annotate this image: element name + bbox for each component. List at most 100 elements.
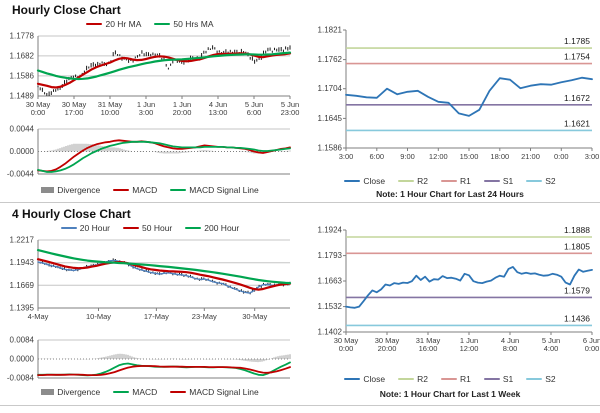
svg-text:5 Jun: 5 Jun	[281, 100, 299, 109]
legend-label: MACD Signal Line	[189, 387, 259, 397]
svg-text:23:00: 23:00	[281, 108, 300, 117]
svg-text:1.1436: 1.1436	[564, 313, 590, 323]
svg-text:0:00: 0:00	[585, 344, 600, 353]
legend-item-r2: R2	[398, 176, 428, 186]
macd-line-swatch	[113, 390, 130, 394]
legend-label: S2	[545, 374, 556, 384]
svg-text:15:00: 15:00	[460, 152, 479, 161]
svg-text:10:00: 10:00	[101, 108, 120, 117]
legend-label: R1	[459, 176, 471, 186]
svg-text:20:00: 20:00	[173, 108, 192, 117]
legend-item-s2: S2	[526, 374, 556, 384]
svg-text:4 Jun: 4 Jun	[209, 100, 227, 109]
svg-text:0:00: 0:00	[31, 108, 46, 117]
svg-text:-0.0084: -0.0084	[7, 374, 35, 383]
svg-text:4 Jun: 4 Jun	[501, 336, 519, 345]
svg-text:13:00: 13:00	[209, 108, 228, 117]
s1-line-swatch	[483, 377, 500, 381]
svg-text:5 Jun: 5 Jun	[245, 100, 263, 109]
svg-text:1.1672: 1.1672	[564, 93, 590, 103]
hourly-ma-legend: 20 Hr MA 50 Hrs MA	[0, 19, 300, 29]
legend-label: R2	[417, 374, 428, 384]
legend-item-close: Close	[344, 374, 385, 384]
svg-text:4:00: 4:00	[544, 344, 559, 353]
legend-item-divergence: Divergence	[41, 185, 100, 195]
svg-text:30 May: 30 May	[334, 336, 359, 345]
legend-label: 200 Hour	[204, 223, 240, 233]
macd-signal-line-swatch	[170, 390, 187, 394]
legend-label: Close	[363, 176, 386, 186]
legend-item-50hr-ma: 50 Hrs MA	[154, 19, 214, 29]
svg-text:1.1532: 1.1532	[318, 302, 343, 311]
hourly-macd-chart: 0.0044 0.0000 -0.0044	[7, 125, 291, 179]
ma50-line-swatch	[154, 22, 171, 26]
pivot-24h-note: Note: 1 Hour Chart for Last 24 Hours	[376, 189, 524, 199]
svg-text:9:00: 9:00	[400, 152, 415, 161]
ma50h-line-swatch	[123, 226, 140, 230]
svg-text:0.0000: 0.0000	[10, 147, 35, 156]
divergence-swatch	[41, 389, 55, 395]
ma20h-line-swatch	[60, 226, 77, 230]
svg-text:20:00: 20:00	[378, 344, 397, 353]
hourly-macd-legend: Divergence MACD MACD Signal Line	[0, 185, 300, 195]
svg-text:1.1754: 1.1754	[564, 52, 590, 62]
s1-line-swatch	[483, 179, 500, 183]
legend-label: Divergence	[57, 387, 101, 397]
legend-item-macd: MACD	[113, 185, 157, 195]
legend-item-r1: R1	[440, 176, 471, 186]
legend-label: 20 Hr MA	[105, 19, 142, 29]
svg-text:1.1395: 1.1395	[10, 304, 35, 313]
svg-text:30 May: 30 May	[62, 100, 87, 109]
legend-label: S2	[545, 176, 556, 186]
svg-text:12:00: 12:00	[460, 344, 479, 353]
legend-label: MACD	[132, 387, 158, 397]
svg-text:5 Jun: 5 Jun	[542, 336, 560, 345]
legend-label: 20 Hour	[79, 223, 111, 233]
svg-text:1.1821: 1.1821	[318, 26, 343, 35]
legend-item-50hour: 50 Hour	[123, 223, 172, 233]
svg-text:1 Jun: 1 Jun	[173, 100, 191, 109]
s2-line-swatch	[526, 179, 543, 183]
svg-text:1.1621: 1.1621	[564, 118, 590, 128]
svg-text:1.1805: 1.1805	[564, 241, 590, 251]
legend-label: Close	[363, 374, 386, 384]
r2-line-swatch	[398, 179, 415, 183]
svg-text:3:00: 3:00	[585, 152, 600, 161]
four-hourly-macd-legend: Divergence MACD MACD Signal Line	[0, 387, 300, 397]
svg-text:1.1663: 1.1663	[318, 277, 343, 286]
r1-line-swatch	[440, 179, 457, 183]
bottom-divider	[0, 405, 600, 406]
legend-item-divergence: Divergence	[41, 387, 100, 397]
legend-label: Divergence	[57, 185, 101, 195]
svg-text:12:00: 12:00	[429, 152, 448, 161]
legend-item-s2: S2	[526, 176, 556, 186]
r1-line-swatch	[440, 377, 457, 381]
macd-line-swatch	[113, 188, 130, 192]
legend-label: S1	[502, 374, 514, 384]
legend-item-20hr-ma: 20 Hr MA	[86, 19, 141, 29]
svg-text:6:00: 6:00	[247, 108, 262, 117]
svg-text:1.1586: 1.1586	[318, 144, 343, 153]
svg-text:17:00: 17:00	[65, 108, 84, 117]
legend-item-200hour: 200 Hour	[185, 223, 239, 233]
legend-item-macd-signal: MACD Signal Line	[170, 185, 259, 195]
pivot-1w-note: Note: 1 Hour Chart for Last 1 Week	[379, 389, 521, 399]
svg-text:23-May: 23-May	[192, 312, 217, 321]
svg-text:1.2217: 1.2217	[10, 236, 35, 245]
svg-text:21:00: 21:00	[521, 152, 540, 161]
svg-text:6:00: 6:00	[369, 152, 384, 161]
svg-text:1.1793: 1.1793	[318, 251, 343, 260]
legend-label: 50 Hour	[142, 223, 173, 233]
svg-text:1 Jun: 1 Jun	[460, 336, 478, 345]
ma20-line-swatch	[86, 22, 103, 26]
svg-text:-0.0044: -0.0044	[7, 170, 35, 179]
svg-text:6 Jun: 6 Jun	[583, 336, 600, 345]
svg-text:0:00: 0:00	[339, 344, 354, 353]
legend-item-r2: R2	[398, 374, 428, 384]
svg-text:8:00: 8:00	[503, 344, 518, 353]
svg-text:1.1669: 1.1669	[10, 281, 35, 290]
